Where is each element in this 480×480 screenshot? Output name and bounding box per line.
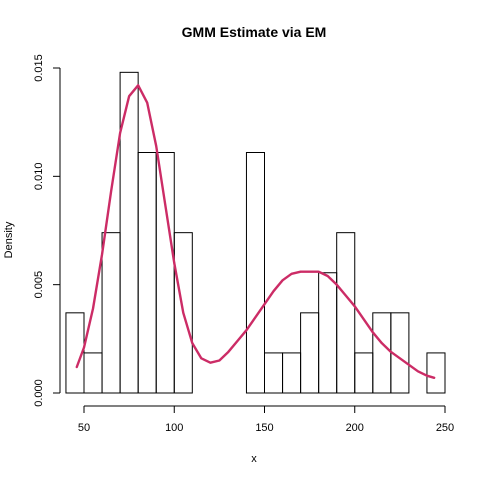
x-tick-label: 250 — [436, 422, 454, 434]
histogram-bar-4 — [137, 152, 157, 394]
density-curve-group — [75, 84, 436, 380]
histogram-bar-5 — [155, 152, 175, 394]
x-axis: 50 100 150 200 250 — [78, 405, 454, 434]
histogram-bar-11 — [264, 352, 284, 394]
chart-title: GMM Estimate via EM — [182, 24, 327, 40]
y-axis-label: Density — [3, 221, 15, 258]
histogram-bar-13 — [300, 312, 320, 394]
y-tick-label: 0.010 — [33, 163, 45, 191]
histogram-bar-14 — [318, 272, 338, 394]
histogram-bar-17 — [372, 312, 392, 394]
y-axis: 0.000 0.005 0.010 0.015 — [33, 54, 61, 407]
y-tick-label: 0.000 — [33, 379, 45, 407]
histogram-bar-10 — [245, 152, 265, 394]
histogram-bar-6 — [173, 232, 193, 394]
y-tick-label: 0.005 — [33, 271, 45, 299]
x-axis-label: x — [251, 453, 257, 465]
histogram-bar-16 — [354, 352, 374, 394]
histogram-bar-20 — [426, 352, 446, 394]
histogram-bars — [65, 71, 446, 394]
density-curve — [75, 84, 436, 380]
x-tick-label: 100 — [165, 422, 183, 434]
x-tick-label: 200 — [346, 422, 364, 434]
histogram-bar-12 — [282, 352, 302, 394]
histogram-bar-1 — [83, 352, 103, 394]
x-tick-label: 50 — [78, 422, 90, 434]
y-tick-label: 0.015 — [33, 54, 45, 82]
histogram-bar-15 — [336, 232, 356, 394]
x-tick-label: 150 — [255, 422, 273, 434]
histogram-bar-2 — [101, 232, 121, 394]
